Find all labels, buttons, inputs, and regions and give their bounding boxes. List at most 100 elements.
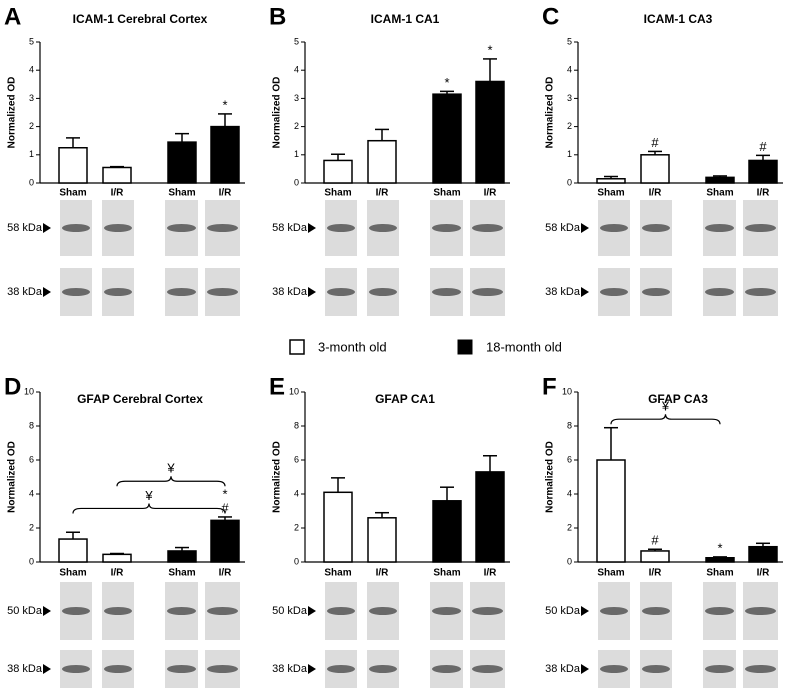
x-tick-label: Sham (597, 568, 624, 579)
blot-label: 58 kDa (7, 222, 43, 234)
y-tick-label: 10 (562, 386, 572, 396)
blot-band (167, 607, 196, 615)
x-tick-label: I/R (757, 188, 771, 199)
bracket-label: ¥ (166, 461, 175, 476)
x-tick-label: Sham (168, 188, 195, 199)
blot-band (327, 665, 355, 673)
y-tick-label: 4 (29, 488, 34, 498)
blot-band (642, 665, 670, 673)
significance-marker: * (222, 97, 227, 112)
blot-band (104, 288, 132, 296)
y-tick-label: 0 (567, 556, 572, 566)
y-tick-label: 2 (29, 121, 34, 131)
blot-band (369, 288, 397, 296)
blot-band (432, 224, 461, 232)
significance-marker: * (717, 540, 722, 555)
bar (705, 176, 735, 184)
blot-arrow (43, 223, 51, 233)
blot-label: 38 kDa (272, 286, 308, 298)
y-axis-label: Normalized OD (272, 77, 283, 149)
blot-label: 38 kDa (7, 286, 43, 298)
blot-band (207, 288, 238, 296)
blot-label: 38 kDa (545, 286, 581, 298)
legend-swatch (457, 339, 473, 355)
chart-title: ICAM-1 CA3 (644, 12, 713, 26)
x-tick-label: Sham (324, 568, 351, 579)
blot-band (167, 224, 196, 232)
x-tick-label: Sham (706, 188, 733, 199)
x-tick-label: I/R (376, 188, 390, 199)
blot-label: 38 kDa (545, 663, 581, 675)
blot-arrow (308, 606, 316, 616)
blot-band (600, 665, 628, 673)
y-tick-label: 1 (29, 149, 34, 159)
y-axis-label: Normalized OD (545, 77, 556, 149)
y-tick-label: 0 (29, 177, 34, 187)
legend-label: 3-month old (318, 339, 387, 354)
bar (596, 178, 626, 184)
blot-band (600, 607, 628, 615)
y-tick-label: 2 (29, 522, 34, 532)
blot-band (705, 665, 734, 673)
bar (475, 80, 505, 184)
blot-band (62, 607, 90, 615)
y-tick-label: 6 (567, 454, 572, 464)
blot-arrow (581, 287, 589, 297)
x-tick-label: I/R (111, 568, 125, 579)
blot-band (745, 665, 776, 673)
blot-band (62, 288, 90, 296)
significance-marker: * (487, 42, 492, 57)
y-tick-label: 3 (29, 93, 34, 103)
blot-arrow (581, 664, 589, 674)
blot-band (472, 224, 503, 232)
y-tick-label: 8 (294, 420, 299, 430)
blot-band (705, 607, 734, 615)
blot-arrow (43, 664, 51, 674)
bar (167, 550, 197, 563)
bar (640, 550, 670, 563)
blot-band (745, 224, 776, 232)
blot-band (104, 665, 132, 673)
bracket (72, 503, 226, 514)
blot-band (327, 607, 355, 615)
blot-label: 38 kDa (7, 663, 43, 675)
x-tick-label: I/R (649, 568, 663, 579)
chart-title: GFAP CA3 (648, 392, 708, 406)
y-tick-label: 0 (567, 177, 572, 187)
blot-label: 58 kDa (545, 222, 581, 234)
blot-band (745, 607, 776, 615)
blot-band (432, 607, 461, 615)
y-tick-label: 6 (29, 454, 34, 464)
bar (210, 125, 240, 184)
x-tick-label: I/R (111, 188, 125, 199)
y-tick-label: 4 (567, 488, 572, 498)
blot-band (705, 288, 734, 296)
blot-arrow (308, 664, 316, 674)
y-axis-label: Normalized OD (545, 441, 556, 513)
blot-arrow (308, 223, 316, 233)
blot-band (642, 224, 670, 232)
y-tick-label: 2 (294, 522, 299, 532)
blot-band (705, 224, 734, 232)
blot-band (472, 665, 503, 673)
blot-band (104, 224, 132, 232)
blot-band (432, 665, 461, 673)
y-tick-label: 0 (294, 556, 299, 566)
y-tick-label: 8 (29, 420, 34, 430)
blot-band (207, 607, 238, 615)
y-tick-label: 4 (29, 65, 34, 75)
x-tick-label: I/R (757, 568, 771, 579)
blot-label: 58 kDa (272, 222, 308, 234)
y-tick-label: 4 (294, 65, 299, 75)
y-tick-label: 5 (294, 36, 299, 46)
panel-letter: B (269, 3, 286, 30)
bar (323, 491, 353, 563)
blot-band (600, 224, 628, 232)
blot-band (369, 607, 397, 615)
x-tick-label: I/R (649, 188, 663, 199)
y-tick-label: 3 (294, 93, 299, 103)
x-tick-label: Sham (433, 188, 460, 199)
x-tick-label: Sham (59, 188, 86, 199)
y-tick-label: 10 (24, 386, 34, 396)
legend-swatch (289, 339, 305, 355)
